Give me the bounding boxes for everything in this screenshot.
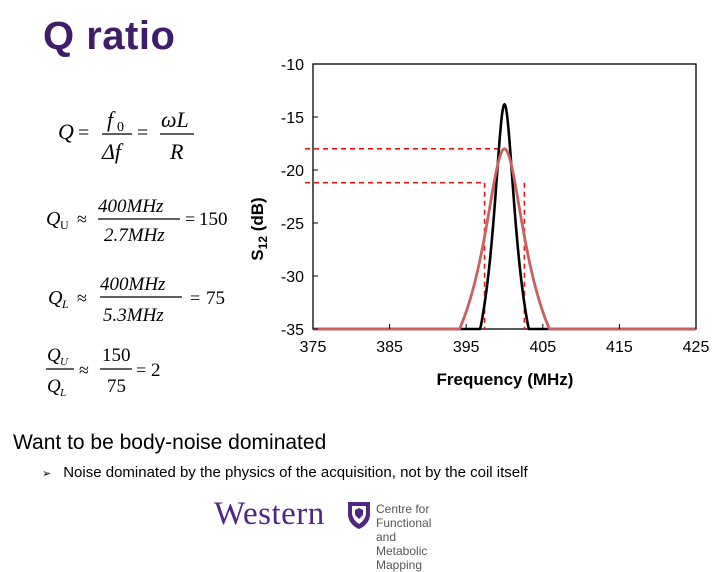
eq3-num: 400MHz <box>100 274 166 295</box>
series-line-unloaded <box>312 102 697 331</box>
series-line-loaded <box>312 147 697 331</box>
equation-q-unloaded: Q U ≈ 400MHz 2.7MHz = 150 <box>46 196 228 246</box>
x-tick-label: 405 <box>529 339 556 356</box>
eq4-num: 150 <box>102 345 131 366</box>
eq4-num-l: Q <box>47 345 61 366</box>
eq1-lhs: Q <box>58 119 74 144</box>
eq3-lhs-sub: L <box>61 297 69 311</box>
eq1-num1-sub: 0 <box>117 120 124 135</box>
eq4-den: 75 <box>107 376 126 397</box>
x-tick-label: 395 <box>453 339 480 356</box>
slide-title: Q ratio <box>43 14 176 58</box>
svg-text:=: = <box>136 360 146 380</box>
y-axis-label: S12 (dB) <box>248 197 270 260</box>
eq1-num1: f <box>107 107 116 132</box>
svg-text:=: = <box>190 288 200 308</box>
arrow-bullet-icon: ➢ <box>42 468 52 480</box>
western-wordmark: Western <box>214 496 325 532</box>
y-tick-label: -35 <box>281 322 304 339</box>
y-tick-label: -10 <box>281 57 304 74</box>
eq3-result: 75 <box>206 288 225 309</box>
plot-area-frame <box>312 63 697 330</box>
s12-frequency-chart: 375 385 395 405 415 425 -10 -15 -20 -25 -30 -35 Fre… <box>248 57 710 389</box>
centre-line-1: Centre for Functional <box>376 502 432 530</box>
x-axis-label: Frequency (MHz) <box>437 370 574 389</box>
equation-q-loaded: Q L ≈ 400MHz 5.3MHz = 75 <box>48 274 225 326</box>
centre-line-2: and Metabolic Mapping <box>376 530 428 572</box>
svg-text:≈: ≈ <box>77 209 87 229</box>
eq1-den2: R <box>169 139 184 164</box>
y-tick-label: -30 <box>281 269 304 286</box>
eq3-den: 5.3MHz <box>103 305 164 326</box>
x-tick-label: 385 <box>376 339 403 356</box>
eq4-num-l-sub: U <box>60 356 69 368</box>
bullet-main: Want to be body-noise dominated <box>13 431 327 454</box>
eq2-lhs-sub: U <box>60 218 69 232</box>
eq3-lhs: Q <box>48 287 63 309</box>
y-tick-label: -25 <box>281 216 304 233</box>
bullet-sub-text: Noise dominated by the physics of the ac… <box>63 464 528 481</box>
y-tick-label: -20 <box>281 163 304 180</box>
q-equations: Q = f 0 Δf = ωL R Q U ≈ 400MHz 2.7MHz = … <box>46 107 228 399</box>
eq2-lhs: Q <box>46 208 61 230</box>
svg-text:=: = <box>185 209 195 229</box>
x-tick-label: 415 <box>606 339 633 356</box>
eq2-num: 400MHz <box>98 196 164 217</box>
eq4-result: 2 <box>151 360 161 381</box>
y-tick-label: -15 <box>281 110 304 127</box>
equation-q-definition: Q = f 0 Δf = ωL R <box>58 107 194 164</box>
svg-text:≈: ≈ <box>77 288 87 308</box>
x-tick-label: 375 <box>300 339 327 356</box>
eq4-den-l-sub: L <box>59 387 66 399</box>
equation-q-ratio: Q U Q L ≈ 150 75 = 2 <box>46 345 161 399</box>
eq1-num2: ωL <box>161 107 189 132</box>
svg-text:=: = <box>137 122 148 144</box>
eq4-den-l: Q <box>47 376 61 397</box>
svg-text:≈: ≈ <box>79 360 89 380</box>
crest-icon <box>348 502 370 529</box>
eq2-result: 150 <box>199 209 228 230</box>
svg-text:=: = <box>78 122 89 144</box>
eq1-den1: Δf <box>101 139 124 164</box>
eq2-den: 2.7MHz <box>104 225 165 246</box>
x-tick-label: 425 <box>683 339 710 356</box>
bullet-sub: ➢ Noise dominated by the physics of the a… <box>42 464 528 481</box>
centre-name: Centre for Functional and Metabolic Mapp… <box>376 502 431 572</box>
